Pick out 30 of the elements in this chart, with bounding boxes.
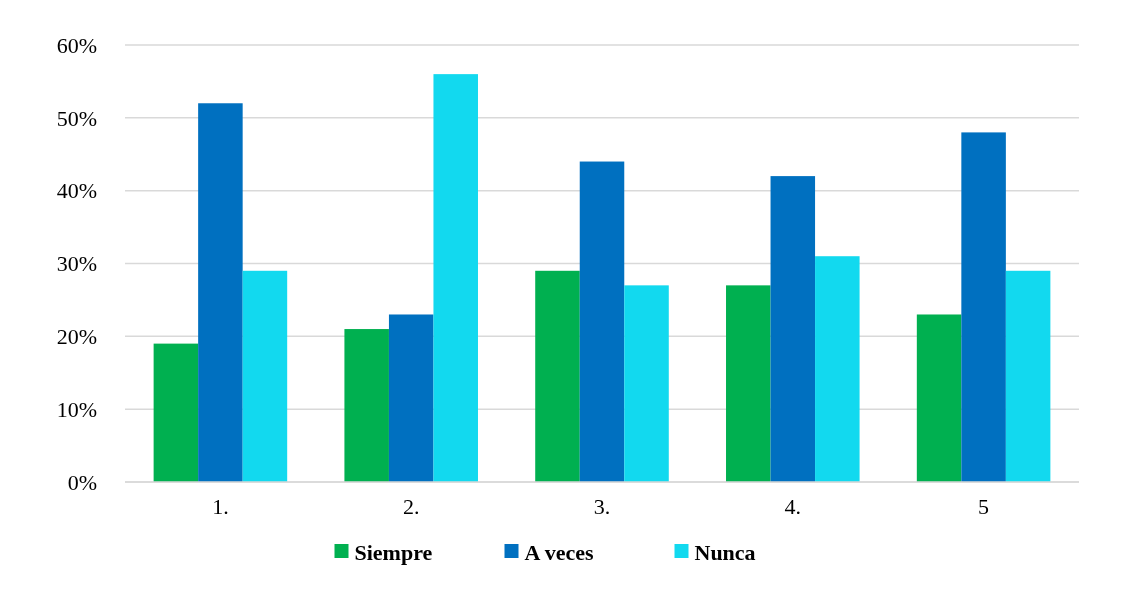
bar	[726, 285, 771, 482]
y-tick-label: 40%	[56, 178, 97, 204]
bar	[433, 74, 478, 482]
y-tick-label: 30%	[56, 251, 97, 277]
y-tick-label: 50%	[56, 105, 97, 131]
bar	[961, 132, 1006, 482]
x-tick-label: 2.	[402, 494, 420, 519]
bar	[624, 285, 669, 482]
legend-label: A veces	[524, 539, 594, 565]
legend-label: Nunca	[694, 539, 756, 565]
bar	[198, 103, 243, 482]
bar	[916, 314, 962, 482]
bar	[242, 270, 288, 482]
bar	[1005, 270, 1051, 482]
bar	[388, 314, 434, 482]
x-tick-label: 5	[978, 494, 990, 519]
y-tick-label: 0%	[67, 469, 97, 495]
bar	[579, 161, 625, 482]
x-tick-label: 1.	[212, 494, 229, 519]
bar	[153, 343, 199, 482]
bar	[815, 256, 860, 482]
y-tick-label: 10%	[56, 396, 97, 422]
legend-label: Siempre	[354, 539, 433, 565]
y-tick-label: 60%	[56, 32, 97, 58]
bar	[344, 329, 389, 482]
x-tick-label: 4.	[784, 494, 802, 519]
bar	[535, 270, 580, 482]
y-tick-label: 20%	[56, 324, 97, 350]
bar	[770, 176, 816, 482]
x-tick-label: 3.	[593, 494, 611, 519]
